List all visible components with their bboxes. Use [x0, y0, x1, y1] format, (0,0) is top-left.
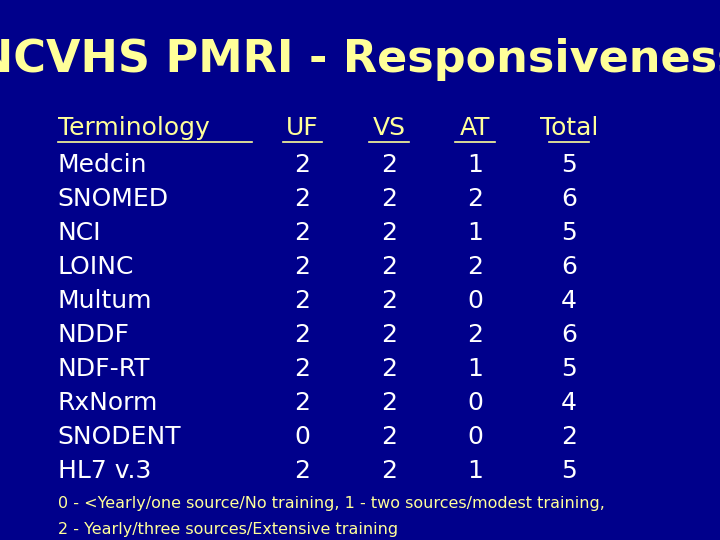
- Text: 0: 0: [467, 391, 483, 415]
- Text: Terminology: Terminology: [58, 116, 210, 140]
- Text: 2: 2: [381, 459, 397, 483]
- Text: 2: 2: [294, 391, 310, 415]
- Text: 4: 4: [561, 391, 577, 415]
- Text: 2: 2: [294, 323, 310, 347]
- Text: 6: 6: [561, 187, 577, 211]
- Text: 2: 2: [294, 187, 310, 211]
- Text: VS: VS: [372, 116, 405, 140]
- Text: 2: 2: [467, 255, 483, 279]
- Text: 6: 6: [561, 323, 577, 347]
- Text: 2: 2: [467, 323, 483, 347]
- Text: SNOMED: SNOMED: [58, 187, 168, 211]
- Text: NDF-RT: NDF-RT: [58, 357, 150, 381]
- Text: Multum: Multum: [58, 289, 152, 313]
- Text: 2: 2: [381, 391, 397, 415]
- Text: 2: 2: [294, 255, 310, 279]
- Text: LOINC: LOINC: [58, 255, 134, 279]
- Text: NDDF: NDDF: [58, 323, 130, 347]
- Text: 5: 5: [561, 221, 577, 245]
- Text: Medcin: Medcin: [58, 153, 147, 177]
- Text: 2: 2: [381, 255, 397, 279]
- Text: 2: 2: [294, 153, 310, 177]
- Text: HL7 v.3: HL7 v.3: [58, 459, 151, 483]
- Text: 2: 2: [294, 357, 310, 381]
- Text: 4: 4: [561, 289, 577, 313]
- Text: 5: 5: [561, 459, 577, 483]
- Text: 2: 2: [467, 187, 483, 211]
- Text: SNODENT: SNODENT: [58, 425, 181, 449]
- Text: 0: 0: [467, 425, 483, 449]
- Text: 2: 2: [294, 221, 310, 245]
- Text: 6: 6: [561, 255, 577, 279]
- Text: 0: 0: [294, 425, 310, 449]
- Text: Total: Total: [539, 116, 598, 140]
- Text: NCVHS PMRI - Responsiveness: NCVHS PMRI - Responsiveness: [0, 38, 720, 81]
- Text: 2: 2: [561, 425, 577, 449]
- Text: 2: 2: [381, 153, 397, 177]
- Text: 2: 2: [381, 221, 397, 245]
- Text: 1: 1: [467, 153, 483, 177]
- Text: 2: 2: [381, 323, 397, 347]
- Text: 5: 5: [561, 153, 577, 177]
- Text: 2 - Yearly/three sources/Extensive training: 2 - Yearly/three sources/Extensive train…: [58, 522, 397, 537]
- Text: 2: 2: [294, 459, 310, 483]
- Text: 2: 2: [381, 357, 397, 381]
- Text: 1: 1: [467, 221, 483, 245]
- Text: 2: 2: [294, 289, 310, 313]
- Text: RxNorm: RxNorm: [58, 391, 158, 415]
- Text: 0: 0: [467, 289, 483, 313]
- Text: 2: 2: [381, 187, 397, 211]
- Text: 5: 5: [561, 357, 577, 381]
- Text: 2: 2: [381, 289, 397, 313]
- Text: 1: 1: [467, 459, 483, 483]
- Text: NCI: NCI: [58, 221, 102, 245]
- Text: 0 - <Yearly/one source/No training, 1 - two sources/modest training,: 0 - <Yearly/one source/No training, 1 - …: [58, 496, 605, 511]
- Text: 1: 1: [467, 357, 483, 381]
- Text: 2: 2: [381, 425, 397, 449]
- Text: UF: UF: [286, 116, 319, 140]
- Text: AT: AT: [460, 116, 490, 140]
